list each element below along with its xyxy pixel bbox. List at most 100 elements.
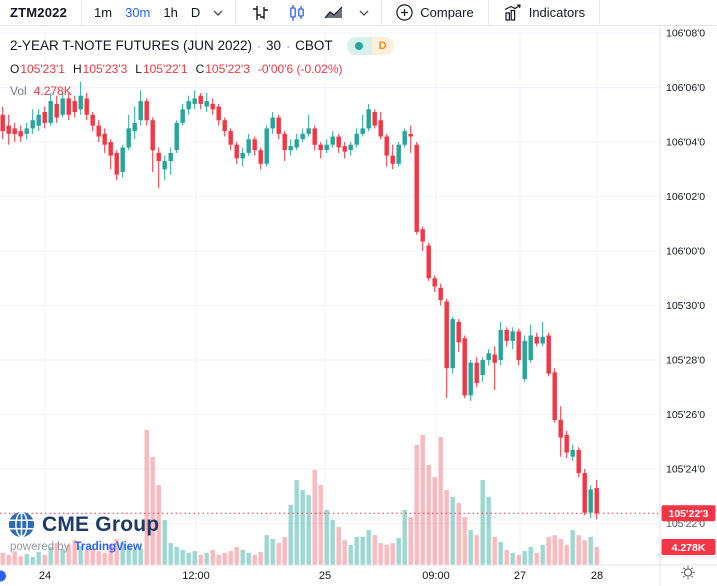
volume-bar bbox=[12, 551, 17, 565]
candle-body bbox=[330, 136, 335, 145]
symbol-button[interactable]: ZTM2022 bbox=[10, 5, 68, 20]
interval-1m[interactable]: 1m bbox=[94, 5, 113, 20]
candle-body bbox=[348, 144, 353, 151]
volume-bar bbox=[378, 543, 383, 565]
volume-bar bbox=[456, 503, 461, 565]
candle-body bbox=[426, 245, 431, 279]
volume-bar bbox=[336, 527, 341, 565]
candle-body bbox=[180, 109, 185, 123]
volume-bar bbox=[462, 517, 467, 565]
candle-body bbox=[534, 336, 539, 344]
candle-body bbox=[486, 353, 491, 360]
candle-body bbox=[360, 128, 365, 134]
candles-style-icon-active[interactable] bbox=[285, 1, 309, 25]
volume-bar bbox=[234, 546, 239, 565]
volume-label: Vol bbox=[10, 83, 27, 98]
time-tick-label: 28 bbox=[591, 570, 603, 582]
volume-bar bbox=[324, 509, 329, 565]
volume-bar bbox=[66, 544, 71, 565]
volume-bar bbox=[594, 547, 599, 565]
candle-body bbox=[522, 340, 527, 379]
toolbar-divider bbox=[235, 0, 237, 26]
interval-1h[interactable]: 1h bbox=[163, 5, 178, 20]
volume-bar bbox=[228, 551, 233, 565]
volume-bar bbox=[528, 546, 533, 565]
time-tick-label: 25 bbox=[319, 570, 331, 582]
volume-bar bbox=[474, 535, 479, 565]
low-label: L bbox=[135, 61, 142, 76]
tradingview-logo-mark[interactable] bbox=[0, 570, 6, 582]
candle-body bbox=[0, 114, 5, 132]
candle-body bbox=[342, 146, 347, 152]
candle-body bbox=[204, 101, 209, 107]
interval-d[interactable]: D bbox=[190, 5, 201, 20]
volume-bar bbox=[174, 546, 179, 565]
interval-30m[interactable]: 30m bbox=[125, 5, 151, 20]
candle-body bbox=[144, 101, 149, 121]
candle-body bbox=[168, 152, 173, 162]
volume-bar bbox=[426, 464, 431, 565]
market-status-badge[interactable]: D bbox=[346, 36, 394, 55]
volume-bar bbox=[240, 549, 245, 565]
time-axis[interactable]: 24 12:00 25 09:00 27 28 bbox=[39, 570, 603, 582]
candle-body bbox=[450, 319, 455, 369]
volume-bar bbox=[108, 544, 113, 565]
candle-body bbox=[84, 98, 89, 115]
candle-body bbox=[30, 120, 35, 129]
price-tick-label: 105'26'0 bbox=[666, 409, 705, 421]
candle-body bbox=[186, 101, 191, 110]
axis-settings-gear-icon[interactable] bbox=[681, 565, 695, 580]
candle-body bbox=[492, 354, 497, 363]
volume-bar bbox=[120, 543, 125, 565]
volume-bar bbox=[588, 536, 593, 565]
area-style-icon[interactable] bbox=[322, 1, 346, 25]
candle-body bbox=[66, 98, 71, 115]
interval-chevron-down-icon[interactable] bbox=[213, 10, 223, 16]
title-separator: · bbox=[286, 38, 291, 53]
bars-style-icon[interactable] bbox=[248, 1, 272, 25]
high-label: H bbox=[72, 61, 82, 76]
volume-bar bbox=[180, 549, 185, 565]
compare-label: Compare bbox=[420, 5, 474, 20]
candle-body bbox=[402, 131, 407, 145]
volume-bar bbox=[450, 496, 455, 565]
open-label: O bbox=[10, 61, 20, 76]
volume-bar bbox=[396, 538, 401, 565]
volume-bar bbox=[258, 552, 263, 565]
volume-bar bbox=[282, 536, 287, 565]
powered-by-label: powered by bbox=[10, 541, 70, 553]
volume-bar bbox=[252, 554, 257, 565]
title-separator: · bbox=[257, 38, 262, 53]
candle-body bbox=[18, 131, 23, 137]
volume-bar bbox=[300, 490, 305, 565]
volume-bar bbox=[318, 485, 323, 565]
volume-bar bbox=[516, 554, 521, 565]
symbol-title-row[interactable]: 2-YEAR T-NOTE FUTURES (JUN 2022) · 30 · … bbox=[10, 36, 394, 55]
volume-bar bbox=[294, 480, 299, 565]
compare-button[interactable]: Compare bbox=[382, 0, 487, 26]
candle-body bbox=[384, 136, 389, 156]
volume-bar bbox=[360, 536, 365, 565]
candle-body bbox=[138, 101, 143, 121]
volume-bar bbox=[384, 544, 389, 565]
volume-bar bbox=[24, 554, 29, 565]
price-axis[interactable]: 106'08'0 106'06'0 106'04'0 106'02'0 106'00'0… bbox=[661, 28, 716, 556]
candle-body bbox=[276, 117, 281, 134]
volume-bar bbox=[204, 552, 209, 565]
volume-bar bbox=[192, 551, 197, 565]
change-value: -0'00'6 (-0.02%) bbox=[257, 61, 343, 76]
volume-bar bbox=[510, 552, 515, 565]
candle-body bbox=[228, 131, 233, 145]
toolbar-divider bbox=[381, 0, 383, 26]
legend-interval: 30 bbox=[266, 38, 282, 53]
volume-bar bbox=[486, 496, 491, 565]
volume-bar bbox=[366, 530, 371, 565]
indicators-button[interactable]: Indicators bbox=[489, 0, 599, 26]
volume-bar bbox=[102, 552, 107, 565]
candle-body bbox=[246, 139, 251, 153]
candle-body bbox=[456, 321, 461, 343]
candle-body bbox=[216, 106, 221, 121]
chart-style-chevron-down-icon[interactable] bbox=[359, 10, 369, 16]
tradingview-link[interactable]: TradingView bbox=[74, 541, 142, 553]
